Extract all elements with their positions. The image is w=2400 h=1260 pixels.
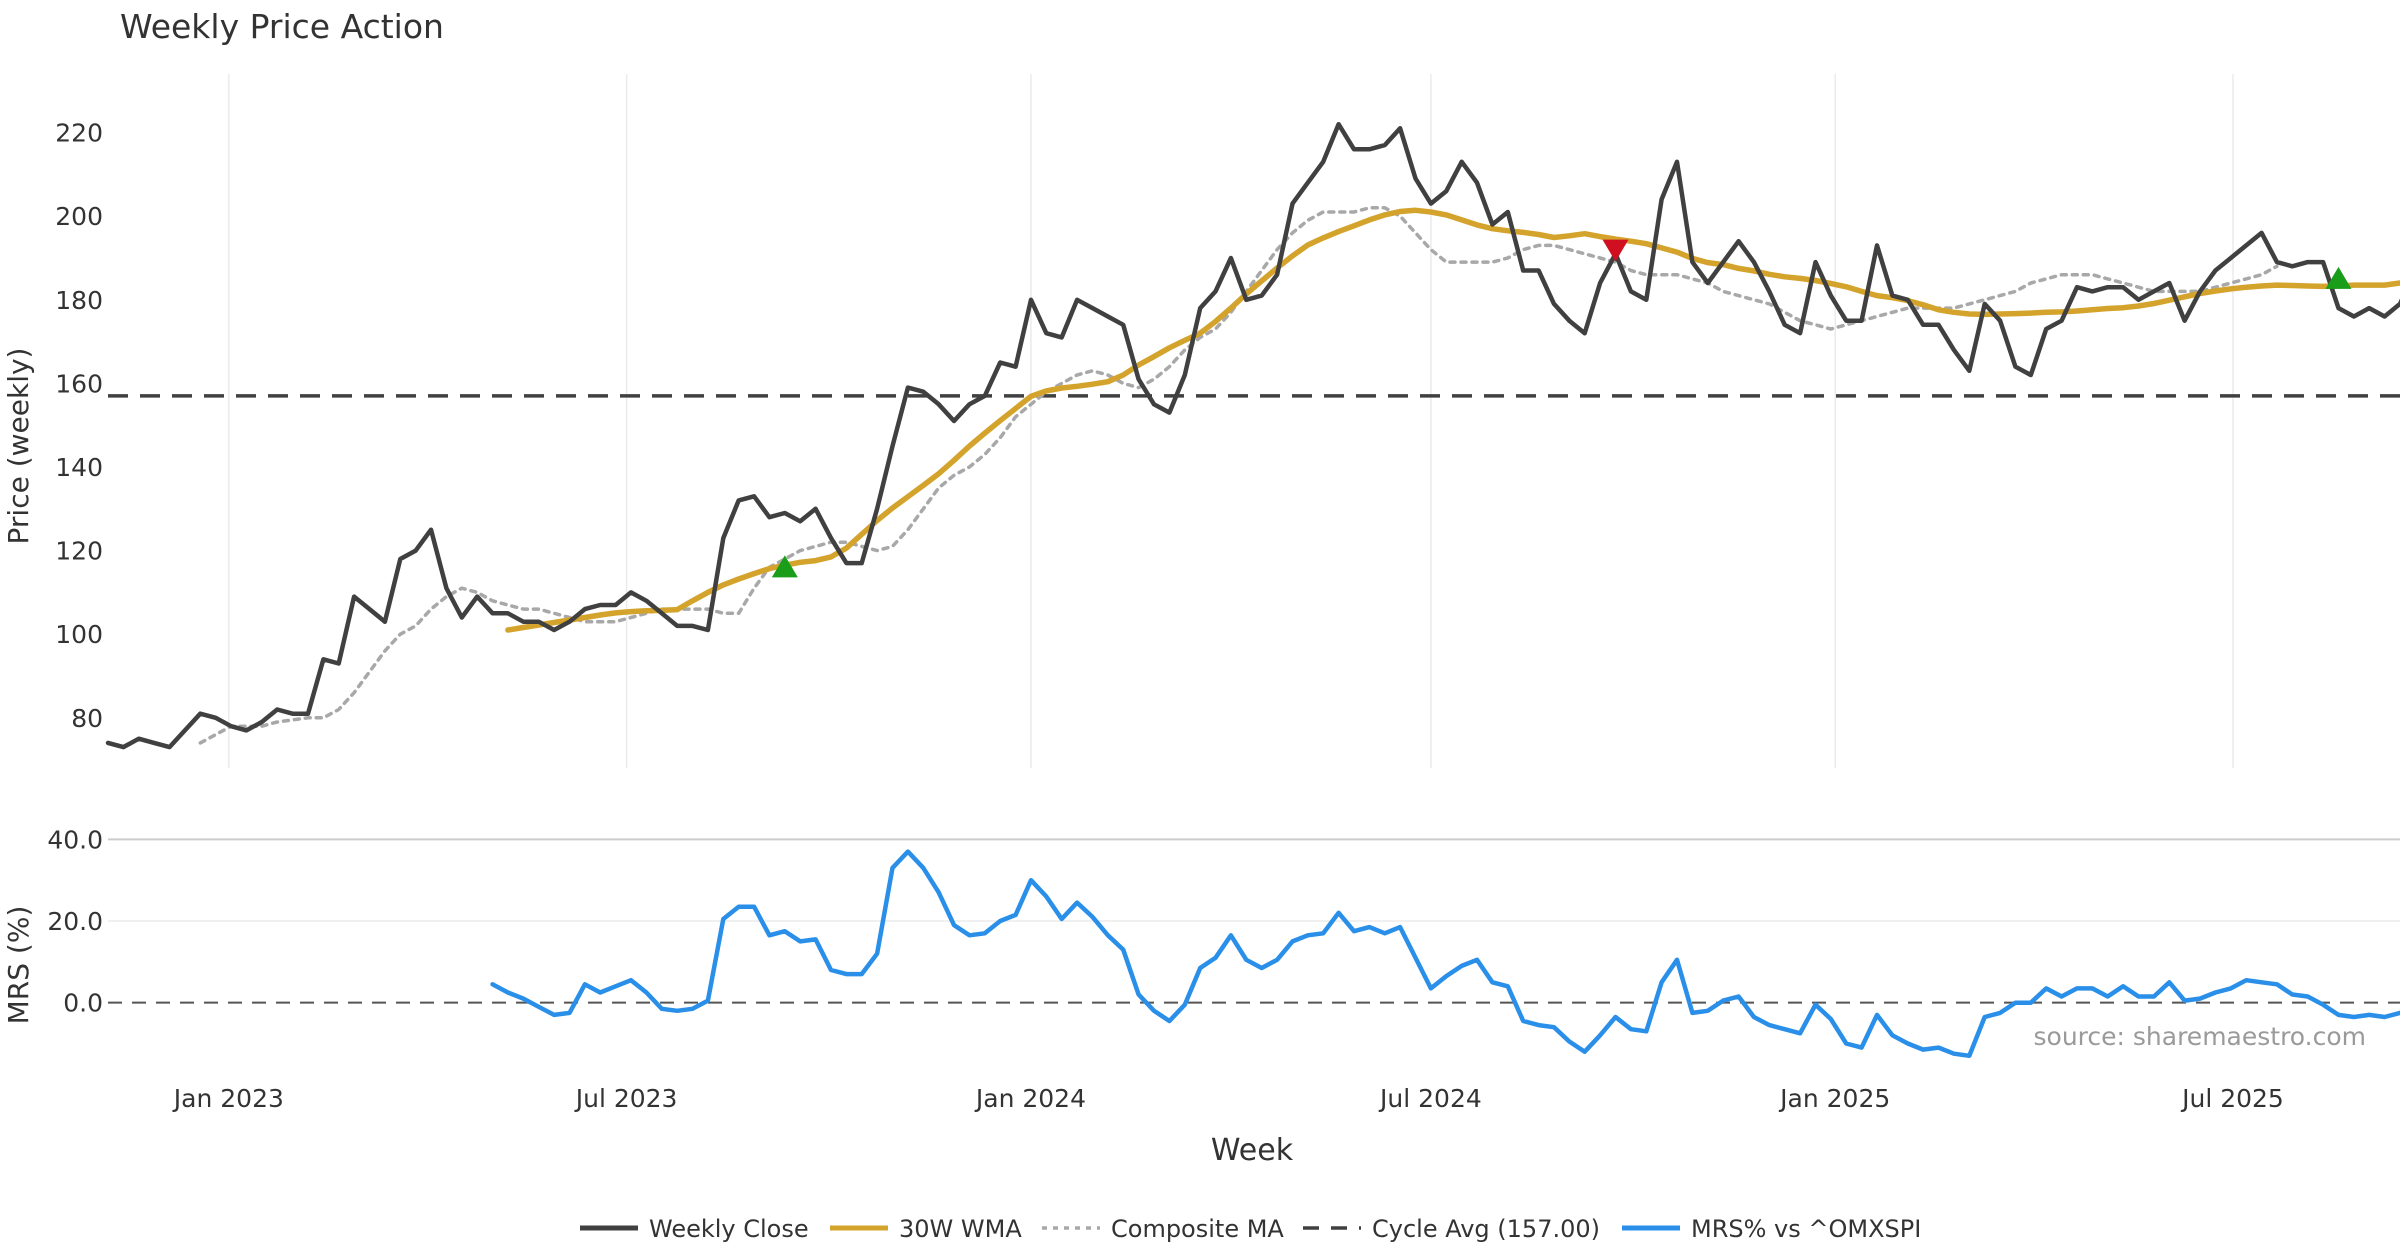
price-axis-label: Price (weekly) bbox=[2, 348, 35, 545]
mrs-axis-label: MRS (%) bbox=[2, 906, 35, 1025]
legend-label-30w-wma: 30W WMA bbox=[899, 1215, 1022, 1243]
price-y-tick-label: 200 bbox=[55, 202, 103, 231]
x-tick-label: Jul 2025 bbox=[2180, 1084, 2284, 1113]
mrs-y-tick-label: 20.0 bbox=[47, 907, 103, 936]
mrs-y-tick-label: 40.0 bbox=[47, 825, 103, 854]
legend-label-cycle-avg-157-00: Cycle Avg (157.00) bbox=[1372, 1215, 1600, 1243]
price-y-tick-label: 80 bbox=[71, 704, 103, 733]
x-axis-ticks: Jan 2023 Jul 2023 Jan 2024 Jul 2024 Jan 2025… bbox=[172, 1084, 2284, 1113]
price-panel: Price (weekly) 80 100 120 140 160 180 200 220 bbox=[2, 74, 2400, 768]
chart-title: Weekly Price Action bbox=[120, 7, 444, 46]
price-grid bbox=[228, 74, 2234, 768]
x-tick-label: Jul 2024 bbox=[1378, 1084, 1482, 1113]
mrs-y-tick-label: 0.0 bbox=[63, 989, 103, 1018]
buy-signal-marker bbox=[771, 555, 798, 578]
price-y-tick-label: 160 bbox=[55, 369, 103, 398]
legend-label-mrs-vs-omxspi: MRS% vs ^OMXSPI bbox=[1691, 1215, 1921, 1243]
mrs-series bbox=[490, 849, 2400, 1059]
source-label: source: sharemaestro.com bbox=[2034, 1022, 2367, 1051]
buy-signal-marker bbox=[2325, 266, 2352, 289]
legend-label-composite-ma: Composite MA bbox=[1111, 1215, 1284, 1243]
30w-wma-line bbox=[505, 207, 2400, 633]
x-tick-label: Jan 2023 bbox=[172, 1084, 284, 1113]
sell-signal-marker bbox=[1602, 239, 1629, 262]
mrs-y-ticks: 0.0 20.0 40.0 bbox=[47, 825, 103, 1017]
price-y-tick-label: 140 bbox=[55, 453, 103, 482]
x-tick-label: Jul 2023 bbox=[574, 1084, 678, 1113]
mrs-panel: MRS (%) 0.0 20.0 40.0 source: sharemaestro… bbox=[2, 825, 2400, 1059]
legend: Weekly Close 30W WMA Composite MA Cycle Avg… bbox=[580, 1215, 1921, 1243]
x-tick-label: Jan 2024 bbox=[974, 1084, 1086, 1113]
mrs-grid bbox=[108, 838, 2400, 1004]
x-tick-label: Jan 2025 bbox=[1778, 1084, 1890, 1113]
price-markers bbox=[771, 239, 2352, 578]
composite-ma-line bbox=[198, 206, 2279, 745]
x-axis-label: Week bbox=[1211, 1133, 1294, 1168]
price-y-tick-label: 220 bbox=[55, 119, 103, 148]
price-series bbox=[105, 121, 2400, 750]
mrs-vs-omxspi-line bbox=[490, 849, 2400, 1059]
price-y-ticks: 80 100 120 140 160 180 200 220 bbox=[55, 119, 103, 733]
legend-label-weekly-close: Weekly Close bbox=[649, 1215, 809, 1243]
price-y-tick-label: 120 bbox=[55, 537, 103, 566]
price-y-tick-label: 100 bbox=[55, 620, 103, 649]
price-y-tick-label: 180 bbox=[55, 286, 103, 315]
weekly-close-line bbox=[105, 121, 2400, 750]
